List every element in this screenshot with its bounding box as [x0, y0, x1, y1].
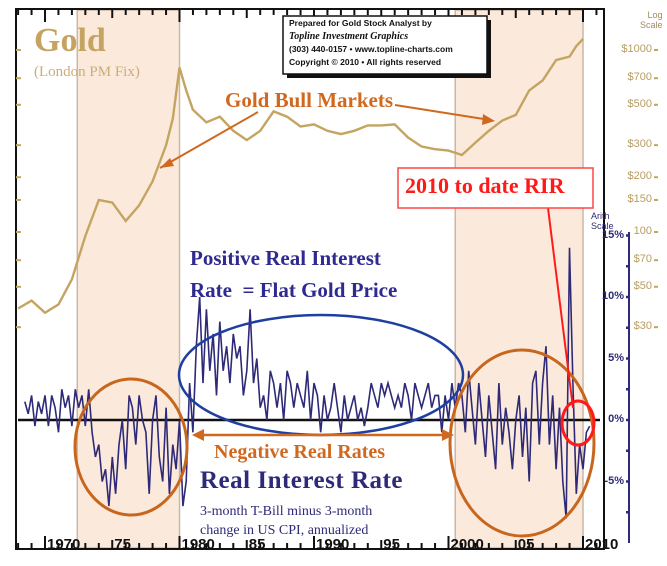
x-tick-label: 85	[248, 536, 266, 553]
real-interest-rate-series	[24, 247, 591, 519]
arith-scale-word-2: Scale	[591, 221, 614, 231]
rir-2010-box	[397, 167, 594, 209]
arrowhead-right	[482, 114, 495, 125]
rate-y-tick-label: 5%	[608, 351, 624, 364]
gold-subtitle: (London PM Fix)	[34, 64, 140, 80]
rate-y-tick-label: 0%	[608, 413, 624, 425]
rir-subtitle-line-2: change in US CPI, annualized	[200, 523, 369, 538]
rir-2010-label: 2010 to date RIR	[405, 173, 565, 198]
arith-scale-word-1: Arith	[591, 211, 610, 221]
gold-y-tick-label: $200	[627, 170, 652, 183]
gold-y-tick-label: $1000	[621, 43, 652, 55]
arrowhead-left	[160, 158, 174, 168]
arith-scale-label: Arith Scale	[591, 211, 614, 231]
gold-y-tick-label: $50	[633, 279, 652, 292]
credit-text: Prepared for Gold Stock Analyst by Topli…	[289, 17, 453, 69]
credit-line-1: Prepared for Gold Stock Analyst by	[289, 18, 432, 28]
log-scale-word-1: Log	[647, 10, 663, 20]
orange-circle-2000s	[448, 348, 596, 538]
bull-arrow-left	[159, 111, 259, 169]
bull-arrow-right	[394, 104, 491, 121]
positive-rates-line-1: Positive Real Interest	[190, 246, 381, 270]
x-tick-label: 1980	[181, 536, 215, 553]
shaded-bull-market-band	[76, 9, 181, 549]
gold-price-series	[17, 38, 584, 315]
x-tick-label: 1990	[316, 536, 350, 553]
arrowhead-neg-left	[192, 429, 204, 441]
bull-markets-label: Gold Bull Markets	[225, 88, 394, 112]
rir-subtitle-line-1: 3-month T-Bill minus 3-month	[200, 504, 373, 519]
credit-box	[282, 15, 488, 75]
gold-title: Gold	[34, 22, 106, 59]
gold-y-tick-label: 100	[633, 225, 652, 237]
x-tick-label: 2010	[585, 536, 619, 553]
shaded-bull-market-band	[454, 9, 584, 549]
gold-y-tick-label: $30	[633, 320, 652, 333]
gold-y-tick-label: $70	[633, 253, 652, 266]
rir-title: Real Interest Rate	[200, 467, 403, 494]
credit-line-3: (303) 440-0157 • www.topline-charts.com	[289, 44, 453, 54]
gold-y-tick-label: $300	[627, 138, 652, 151]
log-scale-word-2: Scale	[640, 20, 663, 30]
x-tick-label: 05	[517, 536, 535, 553]
gold-y-tick-label: $700	[627, 71, 652, 84]
rate-y-tick-label: -5%	[604, 474, 624, 487]
rir-subtitle: 3-month T-Bill minus 3-month change in U…	[200, 502, 372, 540]
orange-circle-1970s	[73, 377, 189, 517]
x-tick-label: 75	[114, 536, 131, 553]
red-circle-2010	[560, 399, 596, 447]
x-tick-label: 2000	[450, 536, 484, 553]
credit-line-2: Topline Investment Graphics	[289, 31, 409, 42]
x-tick-label: 1970	[47, 536, 81, 553]
gold-y-tick-label: $500	[627, 97, 652, 110]
positive-rates-line-2: Rate = Flat Gold Price	[190, 278, 398, 302]
blue-ellipse-positive-rates	[177, 313, 465, 437]
x-tick-label: 95	[383, 536, 400, 553]
gold-y-tick-label: $150	[627, 192, 652, 205]
negative-rates-label: Negative Real Rates	[214, 441, 386, 463]
arrowhead-neg-right	[442, 429, 454, 441]
rate-y-tick-label: 10%	[601, 290, 624, 302]
red-pointer-line	[547, 207, 574, 409]
credit-line-4: Copyright © 2010 • All rights reserved	[289, 57, 442, 67]
plot-frame	[15, 8, 605, 550]
log-scale-label: Log Scale	[640, 10, 663, 30]
rate-y-tick-label: 15%	[601, 228, 624, 241]
positive-rates-label: Positive Real Interest Rate = Flat Gold …	[190, 242, 397, 306]
